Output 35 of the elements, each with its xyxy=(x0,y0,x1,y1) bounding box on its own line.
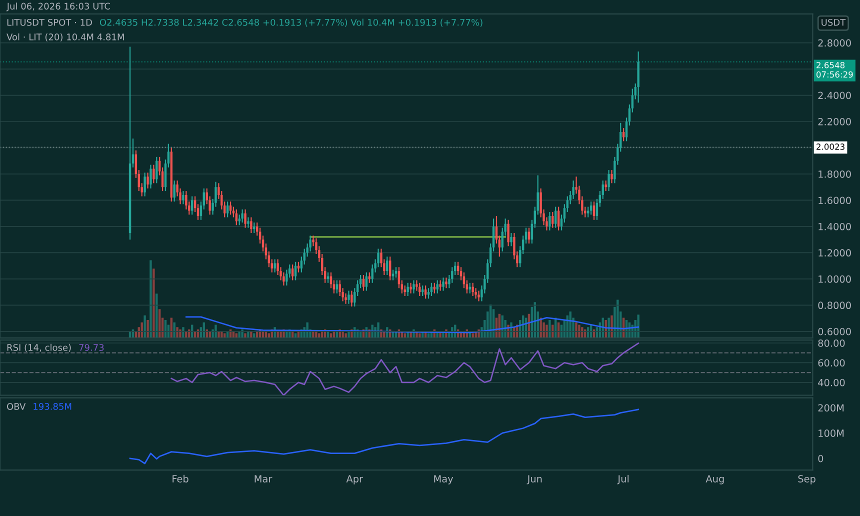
y-tick-label: 60.00 xyxy=(818,359,845,367)
y-tick-label: 0.6000 xyxy=(818,328,851,336)
ref-line-label: 2.6548 07:56:29 xyxy=(816,62,853,78)
x-tick-label: Jul xyxy=(617,474,629,484)
chart-title: RSI (14, close) xyxy=(7,344,71,352)
y-tick-label: 100M xyxy=(818,430,844,437)
y-tick-label: 200M xyxy=(818,404,844,412)
annotation: O2.4635 H2.7338 L2.3442 C2.6548 +0.1913 (+7.77%) Vol 10.4M +0.1913 (+7.77%) xyxy=(100,18,482,27)
y-tick-label: 1.0000 xyxy=(818,275,851,283)
y-tick-label: 2.2000 xyxy=(818,118,851,126)
x-tick-label: Feb xyxy=(172,474,188,482)
y-tick-label: 2.4000 xyxy=(818,92,851,100)
y-tick-label: 1.4000 xyxy=(818,222,851,230)
x-tick-label: Aug xyxy=(706,475,724,484)
chart-title: LITUSDT SPOT · 1D xyxy=(7,18,92,26)
chart-title: OBV xyxy=(7,403,26,410)
annotation: 193.85M xyxy=(34,403,72,410)
annotation: 79.73 xyxy=(79,344,104,351)
ref-line-label: 2.0023 xyxy=(816,144,844,150)
y-tick-label: 0.8000 xyxy=(818,302,851,310)
x-tick-label: Apr xyxy=(346,475,364,484)
y-tick-label: 1.2000 xyxy=(818,249,851,257)
x-tick-label: Jun xyxy=(526,475,542,484)
x-tick-label: Sep xyxy=(798,475,816,484)
text: USDT xyxy=(822,18,846,26)
y-tick-label: 1.6000 xyxy=(818,196,851,204)
y-tick-label: 2.8000 xyxy=(818,39,851,47)
annotation: Vol · LIT (20) 10.4M 4.81M xyxy=(6,33,124,42)
y-tick-label: 80.00 xyxy=(818,339,845,347)
x-tick-label: May xyxy=(434,475,454,484)
y-tick-label: 40.00 xyxy=(818,378,845,386)
x-tick-label: Mar xyxy=(254,475,272,482)
y-tick-label: 1.8000 xyxy=(818,170,851,178)
y-tick-label: 0 xyxy=(818,454,824,462)
text: Jul 06, 2026 16:03 UTC xyxy=(6,2,110,12)
